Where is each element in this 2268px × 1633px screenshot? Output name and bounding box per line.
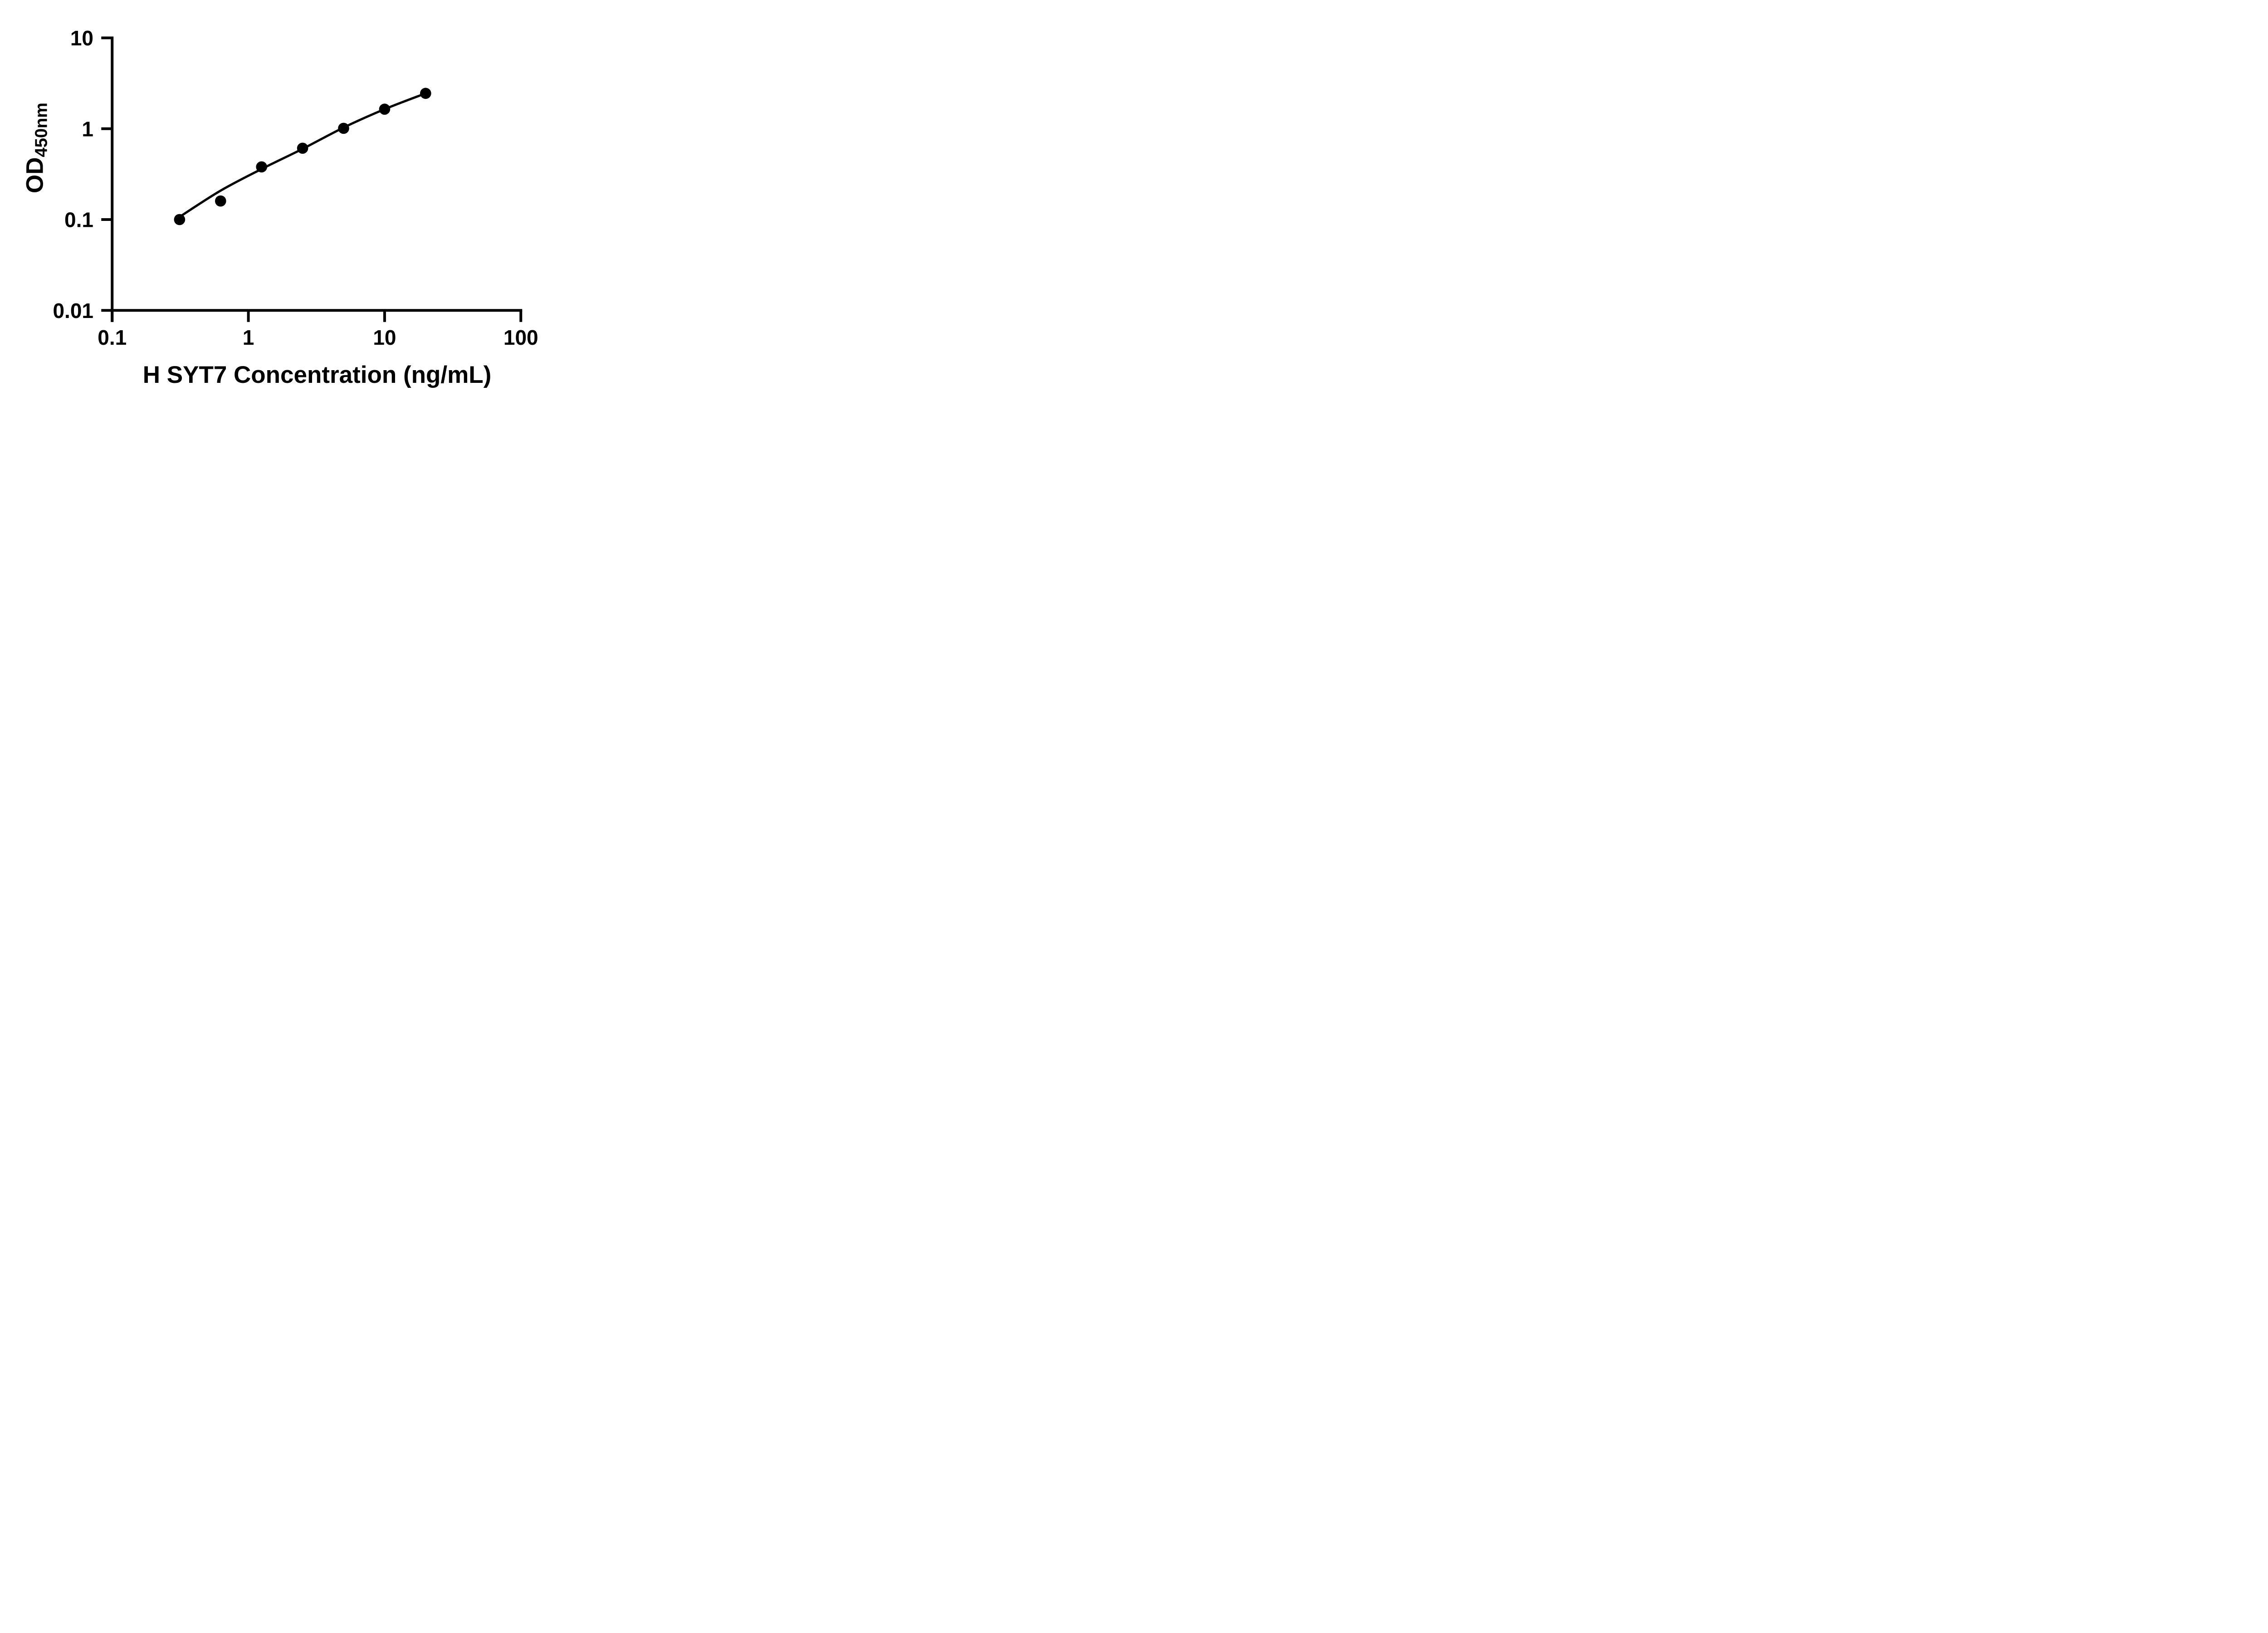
- y-axis-title-subscript: 450nm: [32, 103, 51, 157]
- data-point-1: [174, 214, 186, 225]
- data-point-2: [215, 195, 226, 207]
- y-tick-label-10: 10: [70, 26, 93, 50]
- y-tick-label-0.01: 0.01: [53, 299, 93, 323]
- data-point-4: [297, 142, 308, 154]
- data-point-5: [338, 122, 349, 134]
- y-tick-label-1: 1: [82, 117, 93, 141]
- data-point-3: [256, 161, 267, 173]
- y-tick-label-0.1: 0.1: [64, 208, 93, 232]
- x-tick-label-1: 1: [243, 326, 254, 349]
- data-point-7: [420, 88, 431, 99]
- x-tick-label-10: 10: [373, 326, 396, 349]
- x-tick-label-100: 100: [503, 326, 538, 349]
- y-axis-title: OD450nm: [21, 103, 51, 193]
- x-tick-label-0.1: 0.1: [98, 326, 127, 349]
- chart-page: 10 1 0.1 0.01 0.1 1 10 100 H SYT7 Concentration…: [0, 0, 583, 408]
- y-axis-title-main: OD: [21, 157, 49, 193]
- x-axis-title: H SYT7 Concentration (ng/mL): [142, 362, 492, 388]
- data-point-6: [379, 103, 391, 115]
